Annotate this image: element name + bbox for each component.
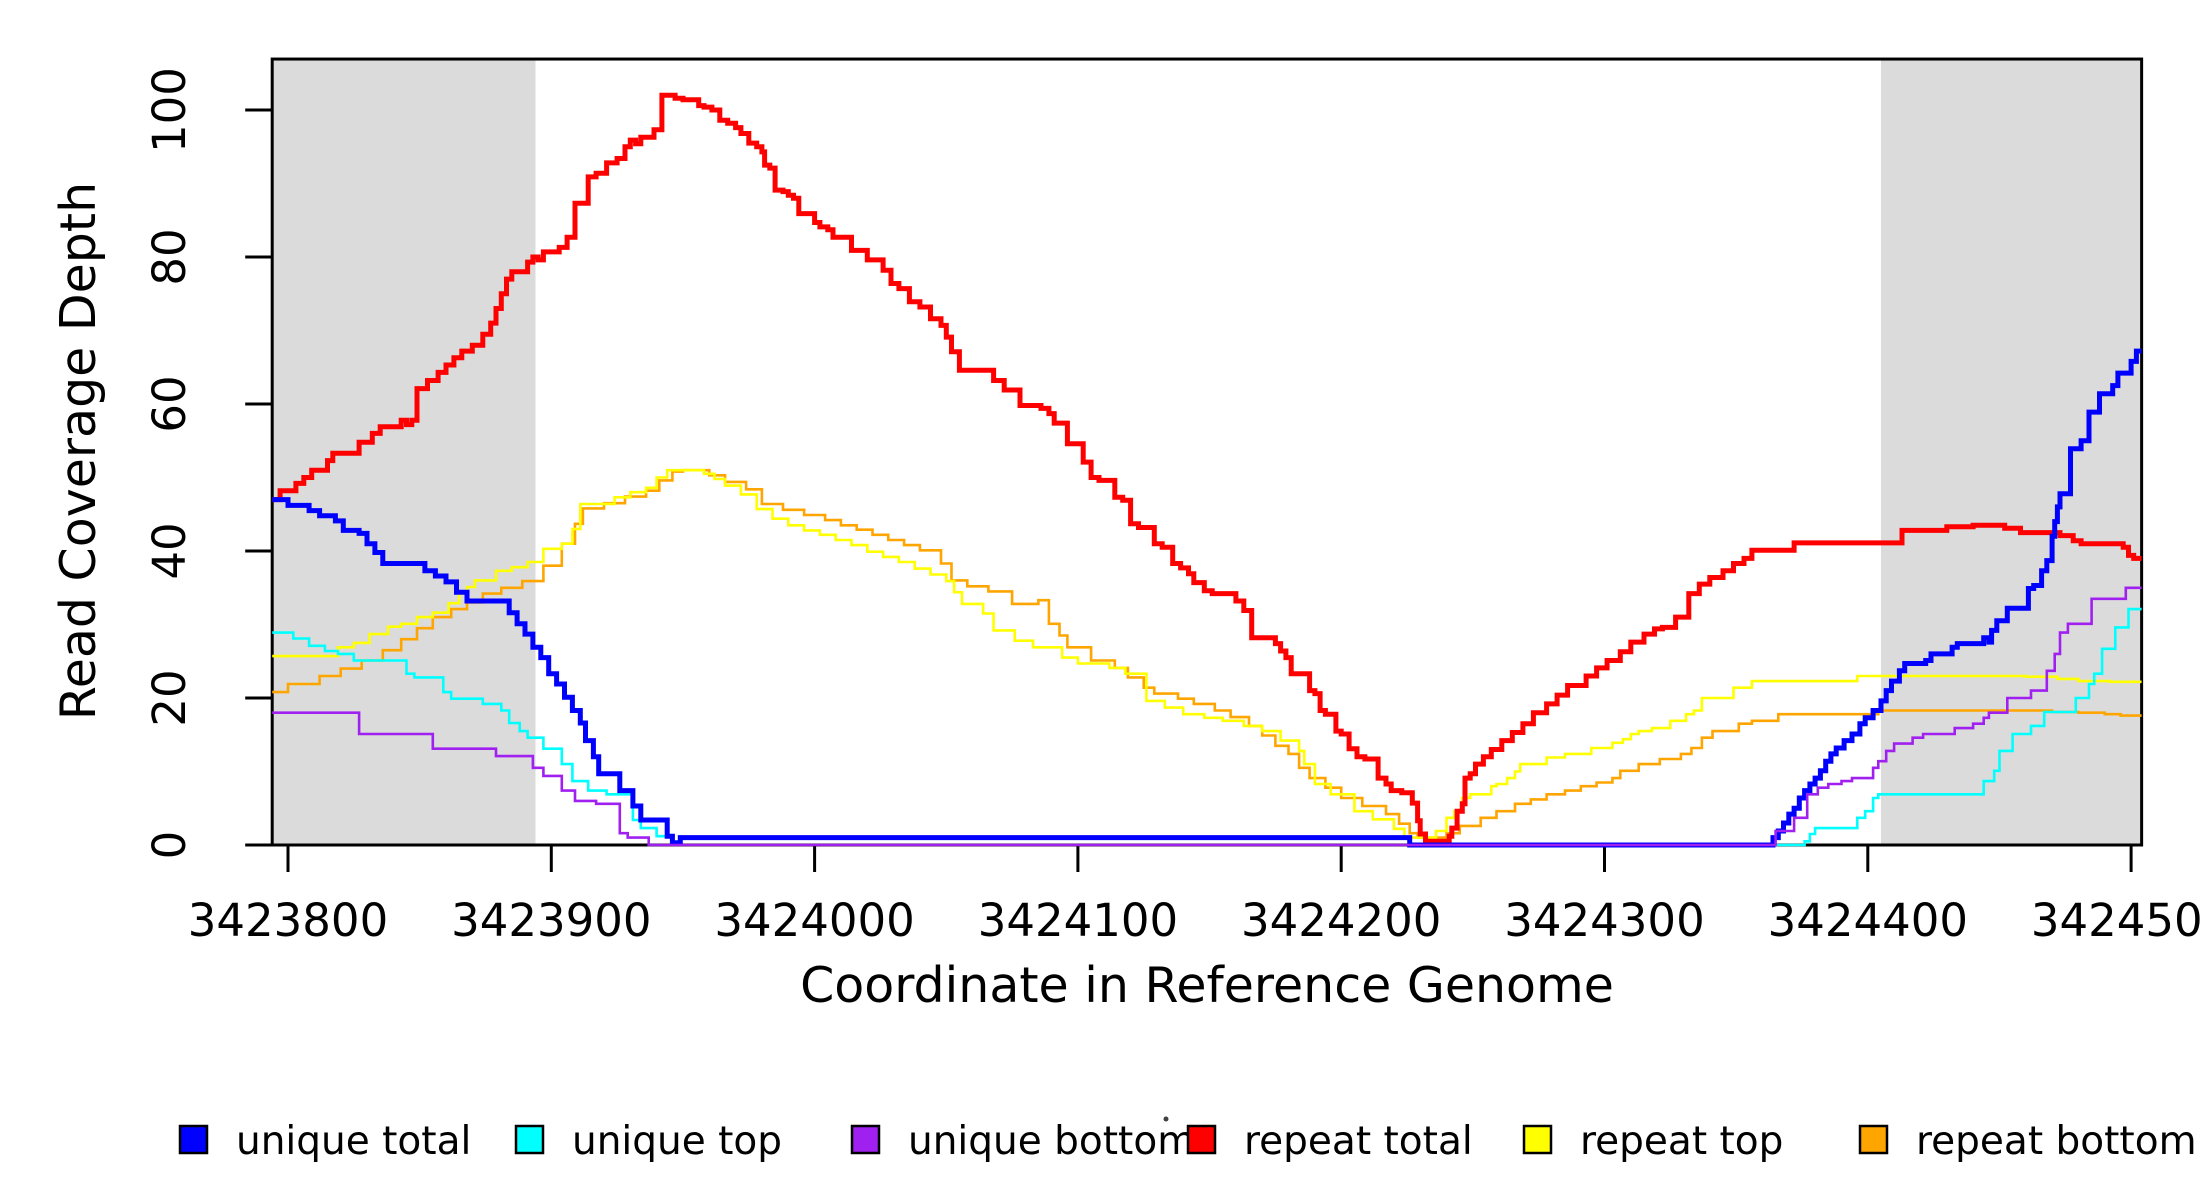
series-line-repeat-top: [272, 468, 2142, 839]
legend-label-unique-total: unique total: [236, 1119, 471, 1164]
y-tick-label: 100: [143, 67, 196, 153]
y-axis: 0 20 40 60 80 100: [143, 67, 273, 860]
x-tick-label: 3424000: [714, 894, 914, 947]
legend: unique total unique top unique bottom repea…: [178, 1119, 2197, 1164]
legend-label-repeat-total: repeat total: [1244, 1119, 1473, 1164]
x-tick-label: 3423900: [451, 894, 651, 947]
legend-swatch-repeat-top: [1522, 1124, 1553, 1155]
shaded-region: [1880, 59, 2142, 846]
series-line-repeat-bottom: [272, 468, 2142, 839]
stray-dot: [1163, 1116, 1169, 1122]
series-line-repeat-total: [272, 92, 2142, 844]
x-tick-label: 3424400: [1768, 894, 1968, 947]
legend-swatch-unique-total: [178, 1124, 209, 1155]
legend-swatch-repeat-total: [1186, 1124, 1217, 1155]
series-line-unique-bottom: [272, 586, 2142, 847]
x-axis: 3423800 3423900 3424000 3424100 3424200 34243…: [188, 845, 2200, 947]
x-tick-label: 3424100: [978, 894, 1178, 947]
y-tick-label: 60: [143, 375, 196, 432]
x-tick-label: 3423800: [188, 894, 388, 947]
x-tick-label: 3424200: [1241, 894, 1441, 947]
legend-label-repeat-bottom: repeat bottom: [1916, 1119, 2197, 1164]
series-lines: [272, 92, 2142, 848]
legend-swatch-unique-bottom: [850, 1124, 881, 1155]
x-tick-label: 3424300: [1504, 894, 1704, 947]
series-line-unique-total: [272, 348, 2142, 848]
shaded-region: [272, 59, 536, 846]
legend-swatch-repeat-bottom: [1858, 1124, 1889, 1155]
y-axis-title: Read Coverage Depth: [50, 182, 107, 720]
y-tick-label: 20: [143, 669, 196, 726]
y-tick-label: 0: [143, 831, 196, 860]
legend-label-unique-top: unique top: [572, 1119, 782, 1164]
series-line-unique-top: [272, 607, 2142, 847]
shaded-regions: [272, 59, 2142, 846]
legend-swatch-unique-top: [514, 1124, 545, 1155]
y-tick-label: 40: [143, 522, 196, 579]
legend-label-unique-bottom: unique bottom: [908, 1119, 1195, 1164]
x-axis-title: Coordinate in Reference Genome: [800, 957, 1614, 1014]
legend-label-repeat-top: repeat top: [1580, 1119, 1783, 1164]
y-tick-label: 80: [143, 228, 196, 285]
